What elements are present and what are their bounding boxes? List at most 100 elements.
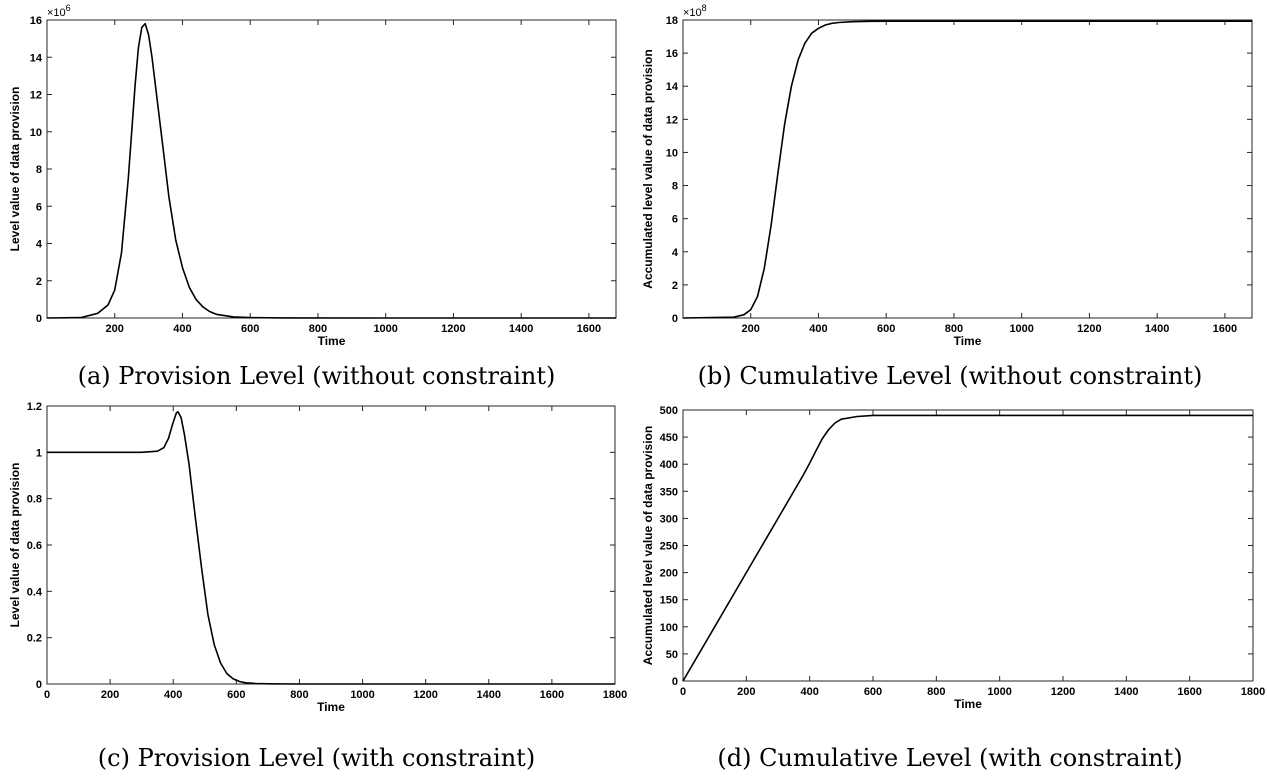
chart-panel-a: 200 400 600 800 1000 1200 1400 1600 0 2 4 6 8 10 12 14 1… (0, 0, 633, 395)
chart-c-caption: (c) Provision Level (with constraint) (97, 744, 536, 772)
x-axis-label: Time (317, 700, 345, 714)
x-tick-label: 600 (877, 323, 895, 335)
x-tick-label: 1400 (1114, 686, 1138, 698)
y-tick-label: 400 (660, 459, 678, 471)
x-tick-label: 1800 (1241, 686, 1265, 698)
x-tick-label: 1600 (1213, 323, 1237, 335)
y-tick-label: 6 (672, 214, 678, 226)
y-tick-label: 1 (36, 447, 42, 459)
axis-exponent-label: ×108 (683, 3, 707, 19)
y-tick-label: 12 (30, 90, 42, 102)
x-tick-label: 400 (164, 689, 182, 701)
y-tick-label: 0 (672, 676, 678, 688)
y-tick-label: 0.2 (27, 633, 42, 645)
y-tick-label: 16 (666, 48, 678, 60)
y-tick-label: 0 (36, 679, 42, 691)
x-tick-label: 1000 (1009, 323, 1033, 335)
x-tick-label: 1400 (1145, 323, 1169, 335)
x-tick-label: 1600 (577, 323, 601, 335)
x-tick-label: 0 (680, 686, 686, 698)
y-tick-label: 350 (660, 486, 678, 498)
chart-b-svg: 200 400 600 800 1000 1200 1400 1600 0 2 4 6 8 10 12 14 1… (641, 3, 1253, 348)
y-tick-label: 0 (36, 313, 42, 325)
x-tick-label: 1200 (413, 689, 437, 701)
x-axis-label: Time (954, 697, 982, 711)
x-tick-label: 600 (227, 689, 245, 701)
chart-b-caption: (b) Cumulative Level (without constraint… (697, 362, 1203, 390)
x-tick-label: 1600 (1177, 686, 1201, 698)
y-tick-label: 10 (666, 147, 678, 159)
y-tick-label: 300 (660, 513, 678, 525)
x-tick-label: 400 (809, 323, 827, 335)
chart-d-svg: 0 200 400 600 800 1000 1200 1400 1600 1800 0 50 100 1… (641, 405, 1265, 711)
y-tick-label: 0.6 (27, 540, 42, 552)
y-tick-label: 16 (30, 15, 42, 27)
y-axis-label: Level value of data provision (8, 463, 22, 628)
y-tick-label: 4 (672, 247, 679, 259)
series-line (682, 20, 1252, 319)
y-tick-label: 200 (660, 568, 678, 580)
y-axis-label: Accumulated level value of data provisio… (641, 426, 655, 665)
y-tick-label: 2 (36, 276, 42, 288)
y-tick-label: 8 (672, 181, 678, 193)
y-tick-label: 2 (672, 280, 678, 292)
x-tick-label: 200 (742, 323, 760, 335)
y-tick-label: 50 (666, 649, 678, 661)
series-line (682, 414, 1253, 682)
series-line (46, 22, 616, 319)
x-tick-label: 200 (737, 686, 755, 698)
x-tick-label: 1000 (350, 689, 374, 701)
x-tick-label: 1400 (477, 689, 501, 701)
x-axis-label: Time (954, 334, 982, 348)
y-tick-label: 18 (666, 15, 678, 27)
x-tick-label: 800 (290, 689, 308, 701)
x-tick-label: 1600 (540, 689, 564, 701)
x-tick-label: 0 (44, 689, 50, 701)
y-tick-label: 6 (36, 201, 42, 213)
x-tick-label: 1400 (509, 323, 533, 335)
y-tick-label: 100 (660, 622, 678, 634)
y-axis-label: Accumulated level value of data provisio… (641, 49, 655, 288)
x-tick-label: 800 (927, 686, 945, 698)
plot-frame (46, 19, 617, 319)
y-tick-label: 12 (666, 114, 678, 126)
x-tick-label: 400 (173, 323, 191, 335)
x-axis-label: Time (318, 334, 346, 348)
y-tick-label: 14 (30, 52, 43, 64)
plot-frame (682, 409, 1254, 682)
x-tick-label: 1800 (603, 689, 627, 701)
y-tick-label: 250 (660, 541, 678, 553)
x-tick-label: 1000 (987, 686, 1011, 698)
series-line (47, 410, 615, 685)
y-axis-label: Level value of data provision (8, 87, 22, 252)
x-tick-label: 1200 (1077, 323, 1101, 335)
x-tick-label: 800 (309, 323, 327, 335)
x-tick-label: 200 (101, 689, 119, 701)
y-tick-label: 0.4 (27, 586, 43, 598)
y-tick-label: 8 (36, 164, 42, 176)
x-tick-label: 1000 (373, 323, 397, 335)
y-tick-label: 1.2 (27, 401, 42, 413)
y-tick-label: 10 (30, 127, 42, 139)
chart-panel-c: 0 200 400 600 800 1000 1200 1400 1600 1800 0 0.2 0.4… (0, 395, 633, 780)
y-tick-label: 4 (36, 239, 43, 251)
y-tick-label: 450 (660, 432, 678, 444)
y-tick-label: 0.8 (27, 494, 42, 506)
chart-d-caption: (d) Cumulative Level (with constraint) (717, 744, 1183, 772)
plot-frame (46, 405, 616, 685)
chart-a-caption: (a) Provision Level (without constraint) (77, 362, 556, 390)
x-tick-label: 600 (864, 686, 882, 698)
x-tick-label: 1200 (441, 323, 465, 335)
y-tick-label: 500 (660, 405, 678, 417)
y-tick-label: 0 (672, 313, 678, 325)
chart-panel-b: 200 400 600 800 1000 1200 1400 1600 0 2 4 6 8 10 12 14 1… (633, 0, 1267, 395)
y-tick-label: 150 (660, 595, 678, 607)
x-tick-label: 800 (945, 323, 963, 335)
x-tick-label: 1200 (1051, 686, 1075, 698)
plot-frame (682, 19, 1253, 319)
axis-exponent-label: ×106 (47, 3, 71, 19)
y-tick-label: 14 (666, 81, 679, 93)
x-tick-label: 400 (800, 686, 818, 698)
x-tick-label: 200 (106, 323, 124, 335)
chart-a-svg: 200 400 600 800 1000 1200 1400 1600 0 2 4 6 8 10 12 14 1… (8, 3, 617, 348)
